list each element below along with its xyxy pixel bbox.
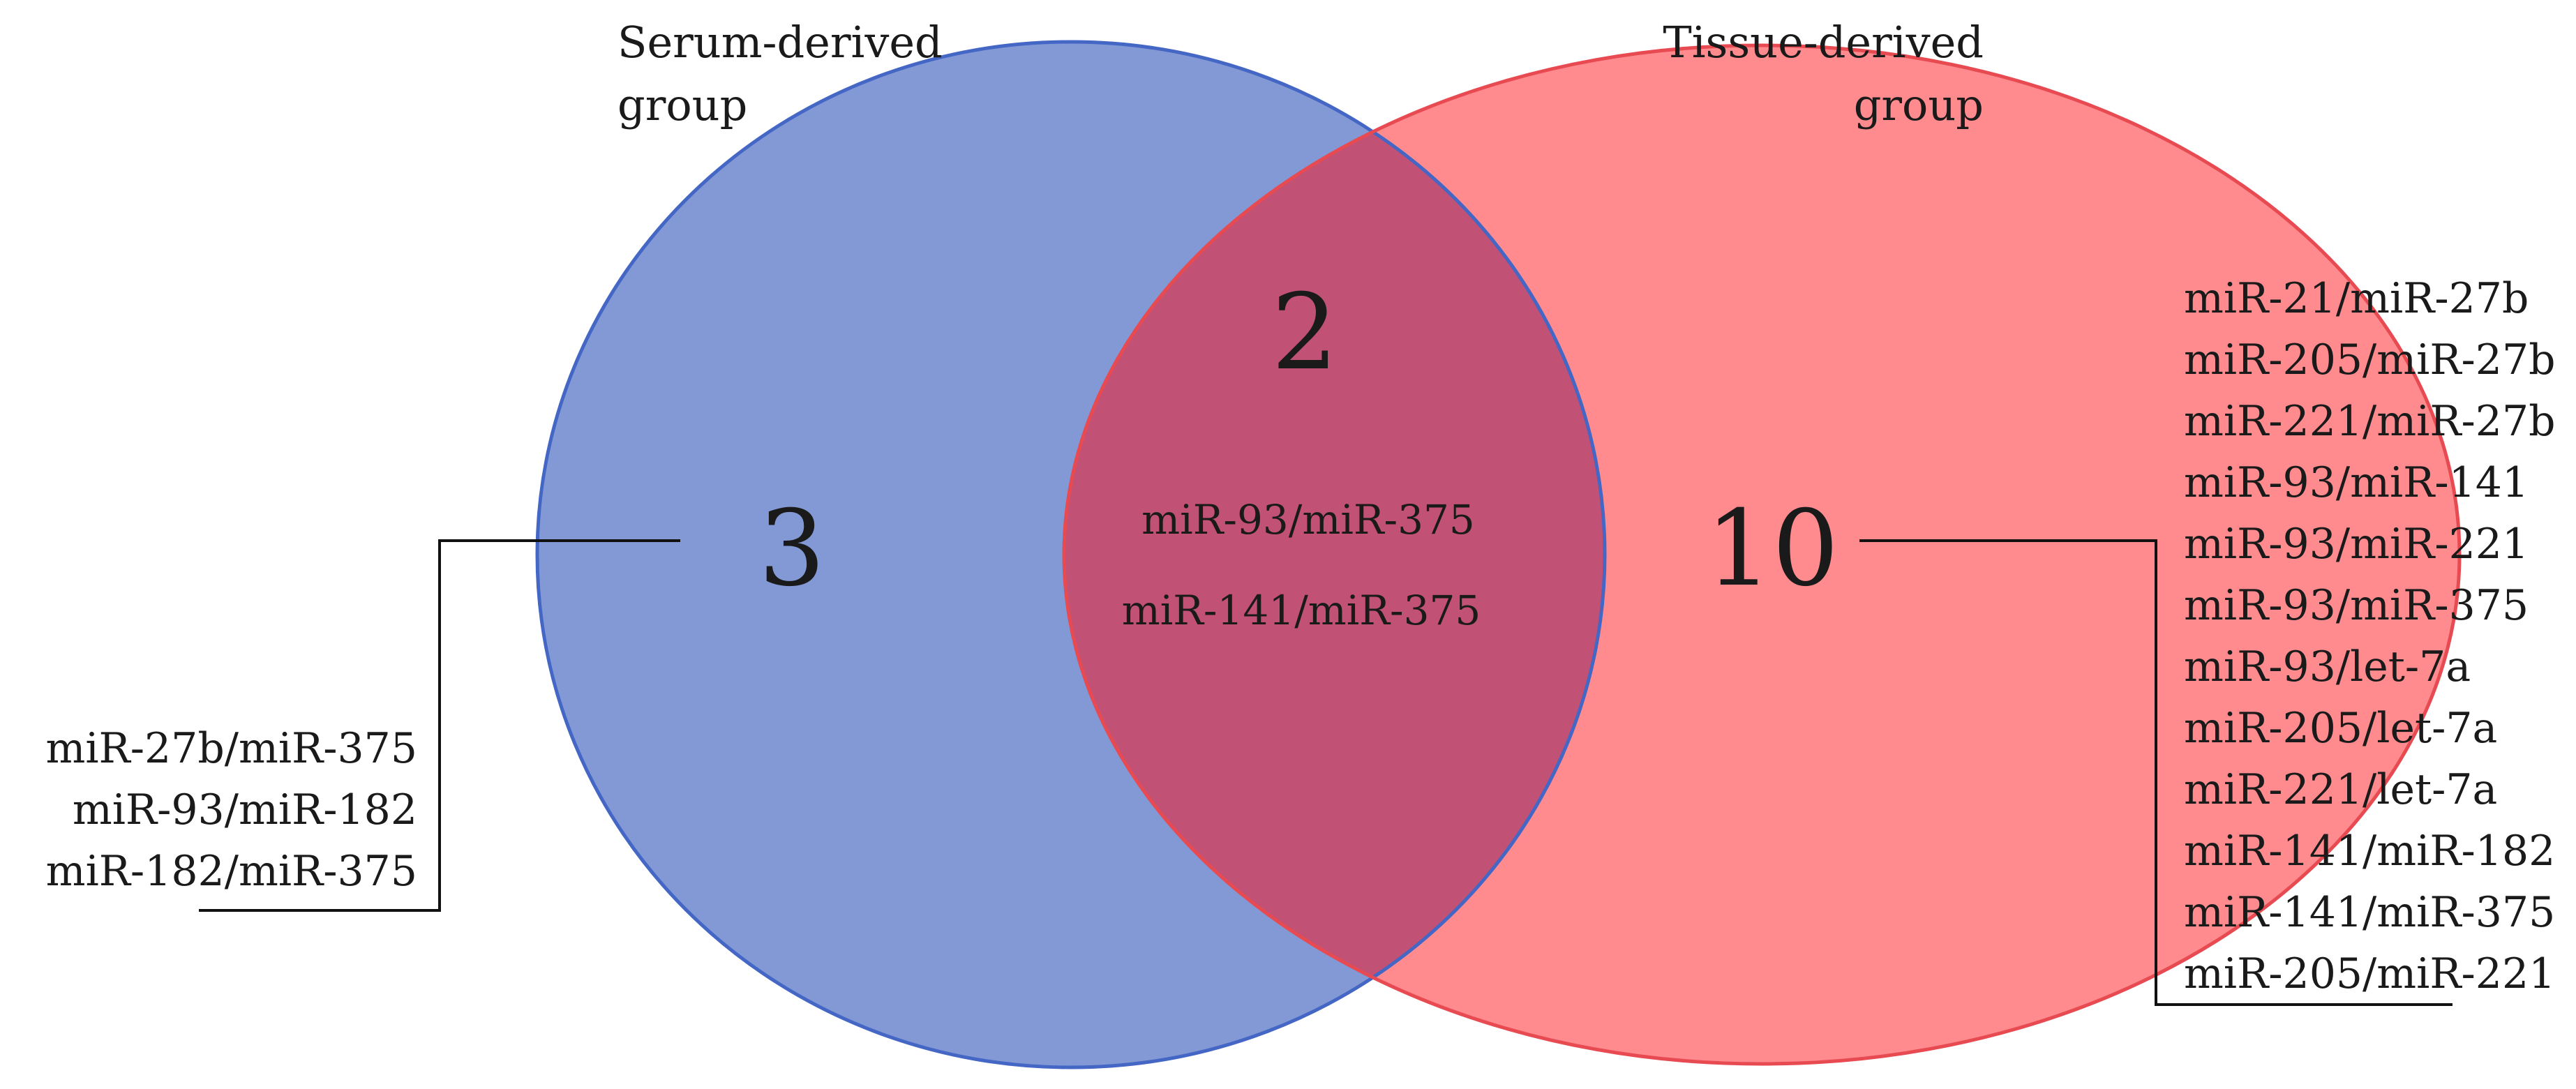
serum-leader-line xyxy=(199,539,680,912)
serum-member: miR-93/miR-182 xyxy=(73,786,417,834)
tissue-title-line-2: group xyxy=(1854,80,1984,130)
tissue-outline xyxy=(1062,43,2462,1066)
tissue-member: miR-141/miR-182 xyxy=(2184,827,2555,876)
serum-outline xyxy=(535,40,1607,1069)
tissue-member: miR-93/let-7a xyxy=(2184,643,2471,691)
overlap-member: miR-141/miR-375 xyxy=(1122,587,1481,634)
tissue-member: miR-141/miR-375 xyxy=(2184,888,2555,937)
tissue-only-count: 10 xyxy=(1706,488,1839,610)
serum-only-count: 3 xyxy=(758,488,825,610)
tissue-member: miR-221/miR-27b xyxy=(2184,397,2556,446)
tissue-title-line-1: Tissue-derived xyxy=(1663,17,1984,68)
tissue-member: miR-93/miR-141 xyxy=(2184,458,2529,507)
tissue-member: miR-21/miR-27b xyxy=(2184,274,2529,323)
tissue-member: miR-205/let-7a xyxy=(2184,704,2497,753)
serum-title-line-1: Serum-derived xyxy=(617,17,943,68)
tissue-member: miR-205/miR-27b xyxy=(2184,336,2556,384)
serum-title-line-2: group xyxy=(617,80,747,130)
serum-member: miR-27b/miR-375 xyxy=(45,724,417,773)
overlap-member: miR-93/miR-375 xyxy=(1141,496,1475,543)
serum-member: miR-182/miR-375 xyxy=(46,847,417,896)
overlap-count: 2 xyxy=(1271,272,1338,393)
tissue-member: miR-93/miR-375 xyxy=(2184,581,2529,630)
overlap-region xyxy=(1064,45,1605,1064)
tissue-member-list: miR-21/miR-27b miR-205/miR-27b miR-221/m… xyxy=(2184,274,2556,998)
tissue-member: miR-93/miR-221 xyxy=(2184,520,2529,569)
tissue-member: miR-205/miR-221 xyxy=(2184,949,2555,998)
tissue-member: miR-221/let-7a xyxy=(2184,765,2497,814)
tissue-leader-line xyxy=(1859,539,2453,1006)
